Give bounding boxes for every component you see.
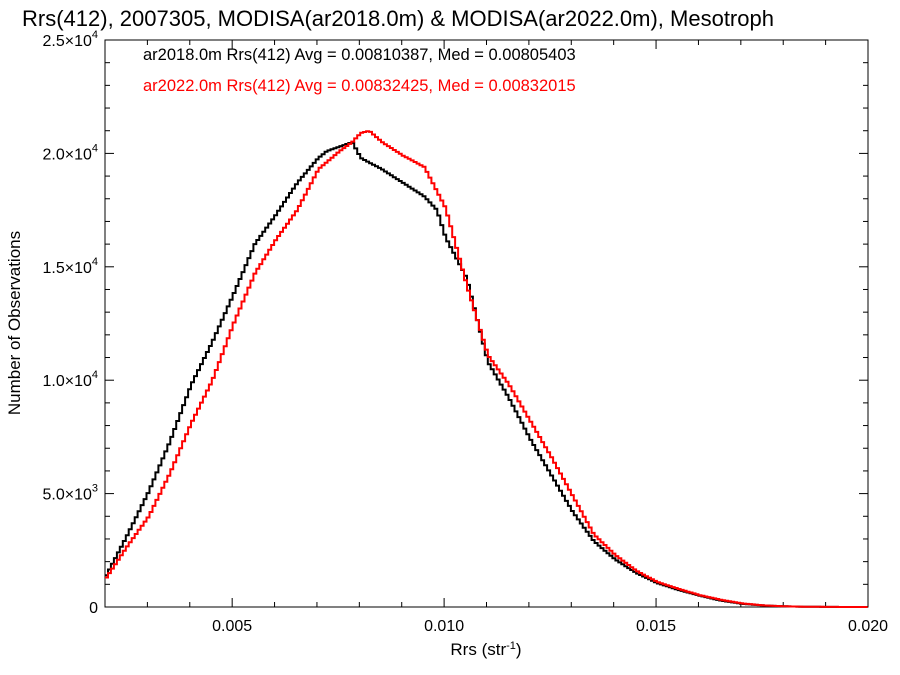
legend-entry-ar2018: ar2018.0m Rrs(412) Avg = 0.00810387, Med… <box>143 46 576 64</box>
y-axis-label: Number of Observations <box>5 231 24 415</box>
series-ar2022-line <box>105 130 868 608</box>
x-tick-label: 0.005 <box>212 618 252 635</box>
x-tick-label: 0.020 <box>848 618 888 635</box>
legend-entry-ar2022: ar2022.0m Rrs(412) Avg = 0.00832425, Med… <box>143 77 576 95</box>
y-tick-label: 0 <box>89 600 98 617</box>
y-tick-label: 5.0×103 <box>42 483 98 504</box>
y-tick-label: 2.5×104 <box>42 29 98 50</box>
series-ar2018-line <box>105 141 868 608</box>
y-axis-ticks: 0 5.0×103 1.0×104 1.5×104 2.0×104 2.5×104 <box>42 29 868 617</box>
plot-frame <box>104 39 869 608</box>
y-tick-label: 1.0×104 <box>42 369 98 390</box>
x-axis-label: Rrs (str-1) <box>450 640 521 659</box>
chart-title: Rrs(412), 2007305, MODISA(ar2018.0m) & M… <box>22 6 774 31</box>
series-layer <box>105 130 868 608</box>
y-tick-label: 1.5×104 <box>42 256 98 277</box>
x-tick-label: 0.015 <box>636 618 676 635</box>
x-tick-label: 0.010 <box>424 618 464 635</box>
x-axis-ticks: 0.005 0.010 0.015 0.020 <box>146 40 888 635</box>
y-tick-label: 2.0×104 <box>42 142 98 163</box>
